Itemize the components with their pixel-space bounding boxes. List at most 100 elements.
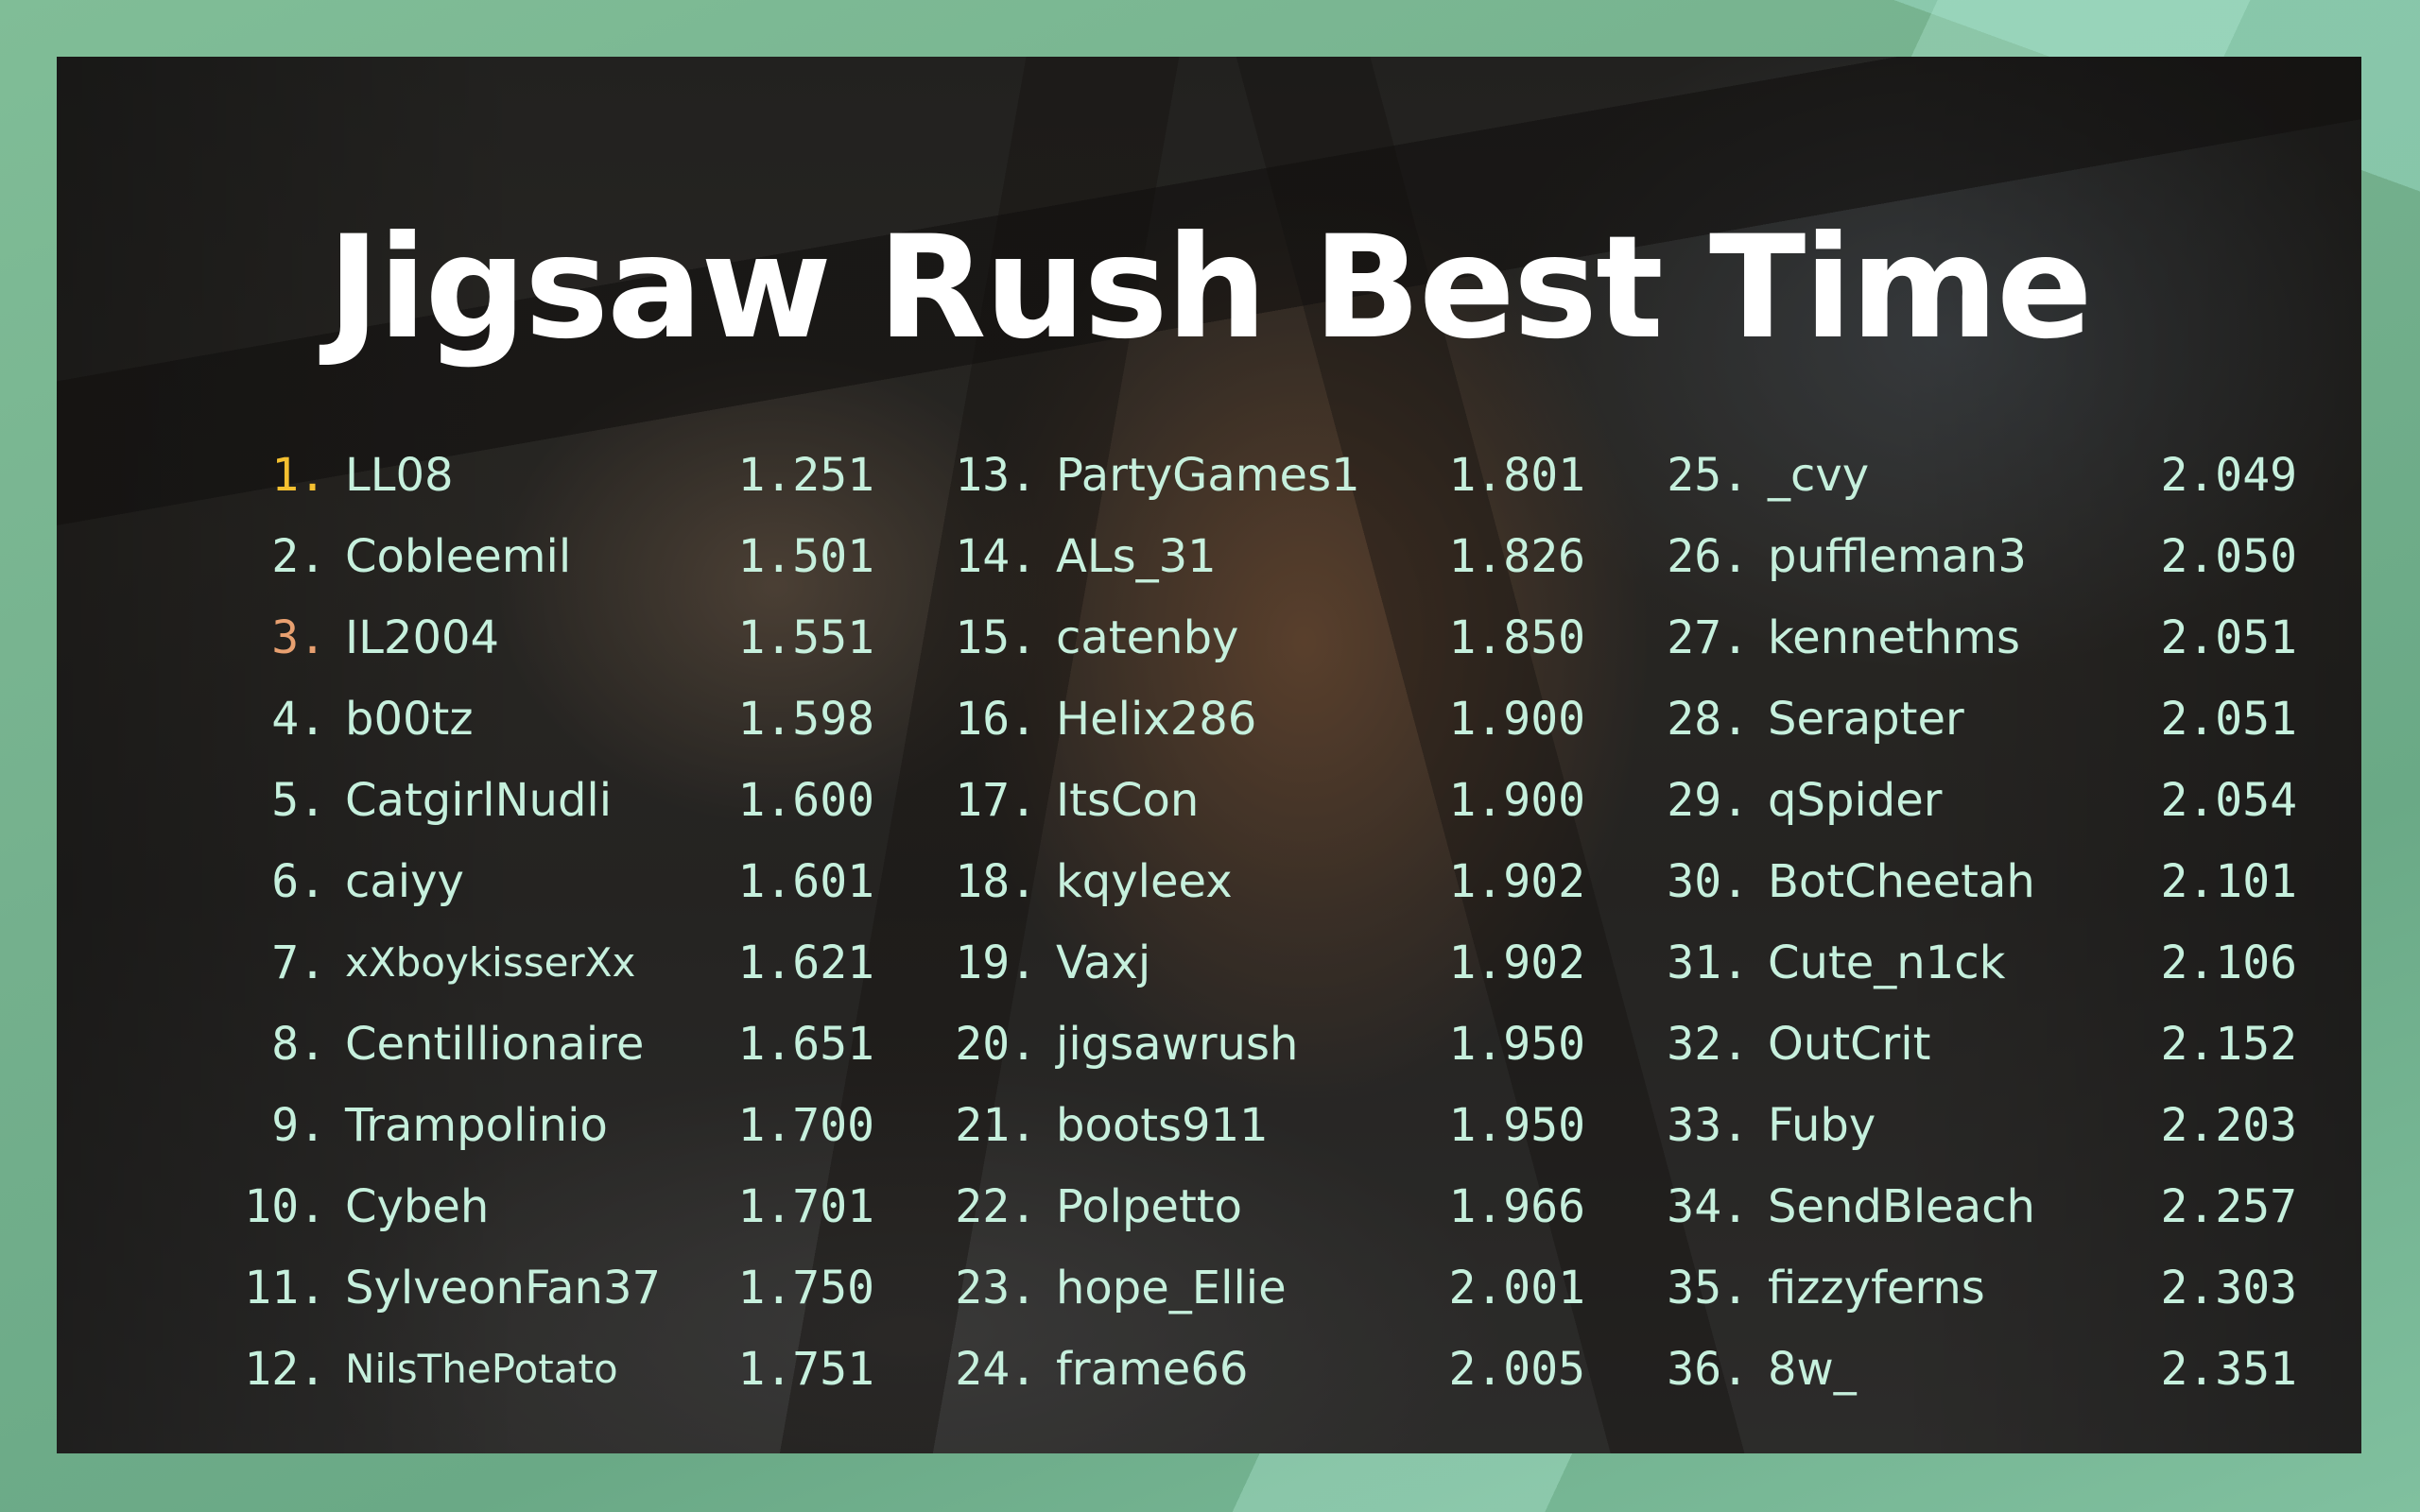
rank-number: 27. [1667, 611, 1749, 664]
rank-number: 12. [244, 1343, 326, 1396]
rank-number: 20. [955, 1018, 1037, 1071]
leaderboard-row: 16. Helix286 1.900 [942, 679, 1585, 760]
player-name: CatgirlNudli [345, 774, 613, 827]
player-name: Cobleemil [345, 530, 572, 583]
player-name: xXboykisserXx [345, 939, 636, 986]
leaderboard-row: 15. catenby 1.850 [942, 597, 1585, 679]
player-name: _cvy [1768, 449, 1870, 502]
leaderboard-row: 2. Cobleemil 1.501 [232, 516, 874, 597]
rank-number: 19. [955, 936, 1037, 989]
player-name: fizzyferns [1768, 1262, 1985, 1314]
player-name: Centillionaire [345, 1018, 645, 1071]
best-time: 2.054 [2160, 774, 2298, 827]
best-time: 2.257 [2160, 1180, 2298, 1233]
best-time: 1.598 [737, 693, 875, 746]
player-name: puffleman3 [1768, 530, 2027, 583]
player-name: OutCrit [1768, 1018, 1931, 1071]
leaderboard-row: 22. Polpetto 1.966 [942, 1166, 1585, 1247]
leaderboard-row: 30. BotCheetah 2.101 [1654, 841, 2297, 922]
rank-number: 3. [271, 611, 326, 664]
rank-number: 21. [955, 1099, 1037, 1152]
rank-number: 5. [271, 774, 326, 827]
leaderboard-row: 10. Cybeh 1.701 [232, 1166, 874, 1247]
best-time: 1.621 [737, 936, 875, 989]
player-name: Vaxj [1056, 936, 1151, 989]
leaderboard-row: 5. CatgirlNudli 1.600 [232, 760, 874, 841]
best-time: 2.050 [2160, 530, 2298, 583]
best-time: 1.651 [737, 1018, 875, 1071]
leaderboard-column-1: 1. LL08 1.251 2. Cobleemil 1.501 3. IL2004 1.551… [232, 435, 874, 1410]
rank-number: 34. [1667, 1180, 1749, 1233]
best-time: 1.601 [737, 855, 875, 908]
best-time: 2.106 [2160, 936, 2298, 989]
leaderboard-row: 12. NilsThePotato 1.751 [232, 1329, 874, 1410]
leaderboard-row: 36. 8w_ 2.351 [1654, 1329, 2297, 1410]
leaderboard-row: 26. puffleman3 2.050 [1654, 516, 2297, 597]
player-name: caiyy [345, 855, 464, 908]
best-time: 1.801 [1448, 449, 1586, 502]
rank-number: 8. [271, 1018, 326, 1071]
leaderboard-row: 13. PartyGames1 1.801 [942, 435, 1585, 516]
leaderboard-row: 17. ItsCon 1.900 [942, 760, 1585, 841]
best-time: 1.700 [737, 1099, 875, 1152]
best-time: 2.152 [2160, 1018, 2298, 1071]
leaderboard-row: 19. Vaxj 1.902 [942, 922, 1585, 1004]
rank-number: 26. [1667, 530, 1749, 583]
best-time: 2.001 [1448, 1262, 1586, 1314]
leaderboard-row: 1. LL08 1.251 [232, 435, 874, 516]
rank-number: 2. [271, 530, 326, 583]
player-name: qSpider [1768, 774, 1943, 827]
player-name: IL2004 [345, 611, 500, 664]
leaderboard-row: 3. IL2004 1.551 [232, 597, 874, 679]
leaderboard-row: 23. hope_Ellie 2.001 [942, 1247, 1585, 1329]
leaderboard-row: 28. Serapter 2.051 [1654, 679, 2297, 760]
leaderboard-row: 18. kqyleex 1.902 [942, 841, 1585, 922]
player-name: 8w_ [1768, 1343, 1857, 1396]
rank-number: 28. [1667, 693, 1749, 746]
best-time: 1.750 [737, 1262, 875, 1314]
player-name: PartyGames1 [1056, 449, 1360, 502]
best-time: 1.600 [737, 774, 875, 827]
rank-number: 17. [955, 774, 1037, 827]
best-time: 2.303 [2160, 1262, 2298, 1314]
leaderboard-row: 20. jigsawrush 1.950 [942, 1004, 1585, 1085]
player-name: frame66 [1056, 1343, 1249, 1396]
leaderboard-title: Jigsaw Rush Best Time [327, 206, 2093, 370]
best-time: 2.101 [2160, 855, 2298, 908]
best-time: 1.701 [737, 1180, 875, 1233]
leaderboard-row: 9. Trampolinio 1.700 [232, 1085, 874, 1166]
rank-number: 33. [1667, 1099, 1749, 1152]
rank-number: 31. [1667, 936, 1749, 989]
leaderboard-row: 11. SylveonFan37 1.750 [232, 1247, 874, 1329]
best-time: 2.049 [2160, 449, 2298, 502]
leaderboard-row: 27. kennethms 2.051 [1654, 597, 2297, 679]
best-time: 1.950 [1448, 1018, 1586, 1071]
player-name: Serapter [1768, 693, 1964, 746]
leaderboard-row: 6. caiyy 1.601 [232, 841, 874, 922]
rank-number: 11. [244, 1262, 326, 1314]
rank-number: 6. [271, 855, 326, 908]
best-time: 2.203 [2160, 1099, 2298, 1152]
rank-number: 35. [1667, 1262, 1749, 1314]
player-name: catenby [1056, 611, 1239, 664]
leaderboard-row: 35. fizzyferns 2.303 [1654, 1247, 2297, 1329]
player-name: NilsThePotato [345, 1346, 618, 1392]
leaderboard-row: 33. Fuby 2.203 [1654, 1085, 2297, 1166]
player-name: SylveonFan37 [345, 1262, 662, 1314]
rank-number: 22. [955, 1180, 1037, 1233]
best-time: 1.902 [1448, 855, 1586, 908]
player-name: hope_Ellie [1056, 1262, 1287, 1314]
leaderboard-panel: Jigsaw Rush Best Time 1. LL08 1.251 2. Coble… [57, 57, 2361, 1453]
rank-number: 13. [955, 449, 1037, 502]
leaderboard-row: 7. xXboykisserXx 1.621 [232, 922, 874, 1004]
player-name: b00tz [345, 693, 474, 746]
rank-number: 15. [955, 611, 1037, 664]
leaderboard-row: 29. qSpider 2.054 [1654, 760, 2297, 841]
player-name: kqyleex [1056, 855, 1233, 908]
best-time: 1.501 [737, 530, 875, 583]
leaderboard-row: 4. b00tz 1.598 [232, 679, 874, 760]
leaderboard-row: 32. OutCrit 2.152 [1654, 1004, 2297, 1085]
best-time: 1.900 [1448, 774, 1586, 827]
best-time: 1.826 [1448, 530, 1586, 583]
player-name: kennethms [1768, 611, 2020, 664]
